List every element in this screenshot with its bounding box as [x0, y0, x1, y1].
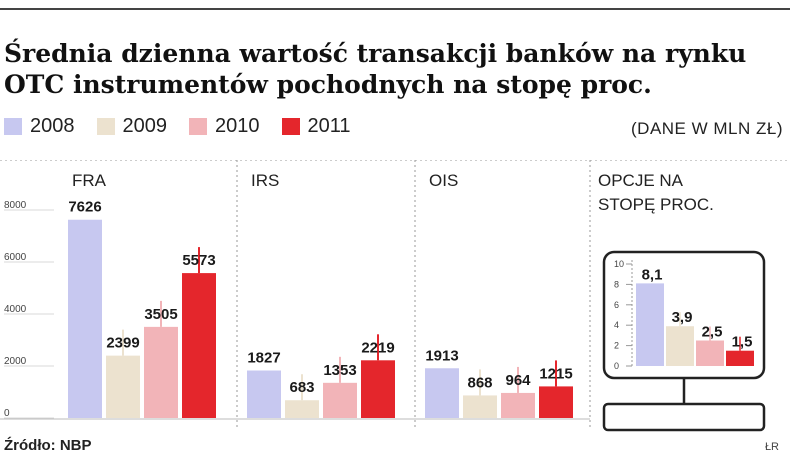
inset-bar-2011: [726, 350, 754, 366]
legend: 2008 2009 2010 2011: [4, 114, 373, 138]
legend-swatch-2009: [96, 117, 115, 135]
y-tick-label: 6000: [4, 252, 27, 263]
category-label: OIS: [429, 171, 458, 190]
inset-y-tick: 0: [614, 361, 619, 371]
inset-value-label: 3,9: [672, 309, 693, 326]
bar-2008: [68, 219, 102, 418]
inset-y-tick: 10: [614, 259, 624, 269]
y-tick-label: 0: [4, 408, 10, 419]
bar-2009: [106, 355, 140, 418]
bar-2011: [361, 360, 395, 418]
legend-label-2011: 2011: [307, 114, 351, 137]
value-label: 1913: [425, 347, 458, 364]
inset-bar-2008: [636, 283, 664, 366]
bar-2011: [539, 386, 573, 418]
value-label: 3505: [144, 306, 177, 323]
inset-base: [602, 402, 766, 432]
legend-swatch-2008: [4, 117, 22, 135]
inset-title-line2: STOPĘ PROC.: [598, 195, 714, 214]
legend-item-2011: 2011: [281, 114, 351, 138]
y-tick-label: 2000: [4, 356, 27, 367]
bar-2008: [247, 370, 281, 418]
bar-2009: [463, 395, 497, 418]
value-label: 683: [289, 379, 314, 396]
bar-2010: [144, 326, 178, 418]
inset-bar-2010: [696, 340, 724, 366]
inset-y-tick: 4: [614, 320, 619, 330]
value-label: 2219: [361, 339, 394, 356]
legend-label-2010: 2010: [215, 114, 260, 137]
y-tick-label: 4000: [4, 304, 27, 315]
category-label: FRA: [72, 171, 107, 190]
units-note: (DANE W MLN ZŁ): [631, 119, 783, 138]
inset-y-tick: 2: [614, 341, 619, 351]
legend-item-2008: 2008: [4, 115, 75, 138]
value-label: 5573: [182, 252, 215, 269]
inset-value-label: 2,5: [702, 324, 723, 341]
bar-2009: [285, 400, 319, 418]
bar-2010: [323, 382, 357, 418]
inset-y-tick: 8: [614, 279, 619, 289]
legend-item-2009: 2009: [96, 114, 168, 138]
inset-bar-2009: [666, 326, 694, 366]
value-label: 1353: [323, 362, 356, 379]
source-note: Źródło: NBP: [4, 437, 92, 454]
inset-value-label: 1,5: [732, 334, 753, 351]
legend-label-2009: 2009: [122, 114, 168, 137]
top-rule: [0, 8, 790, 10]
inset-title-line1: OPCJE NA: [598, 171, 684, 190]
author-credit: ŁR: [764, 441, 779, 453]
bar-2010: [501, 392, 535, 418]
legend-item-2010: 2010: [189, 115, 260, 138]
value-label: 868: [467, 374, 492, 391]
value-label: 1827: [247, 349, 280, 366]
value-label: 1215: [539, 365, 572, 382]
category-label: IRS: [251, 171, 279, 190]
bar-2011: [182, 273, 216, 418]
legend-swatch-2010: [189, 117, 207, 135]
legend-swatch-2011: [281, 117, 300, 135]
legend-label-2008: 2008: [30, 114, 75, 137]
value-label: 964: [505, 372, 531, 389]
y-tick-label: 8000: [4, 200, 27, 211]
inset-y-tick: 6: [614, 300, 619, 310]
value-label: 2399: [106, 335, 139, 352]
bar-2008: [425, 368, 459, 418]
value-label: 7626: [68, 199, 101, 216]
inset-value-label: 8,1: [642, 266, 663, 283]
chart-title: Średnia dzienna wartość transakcji bankó…: [4, 39, 747, 99]
